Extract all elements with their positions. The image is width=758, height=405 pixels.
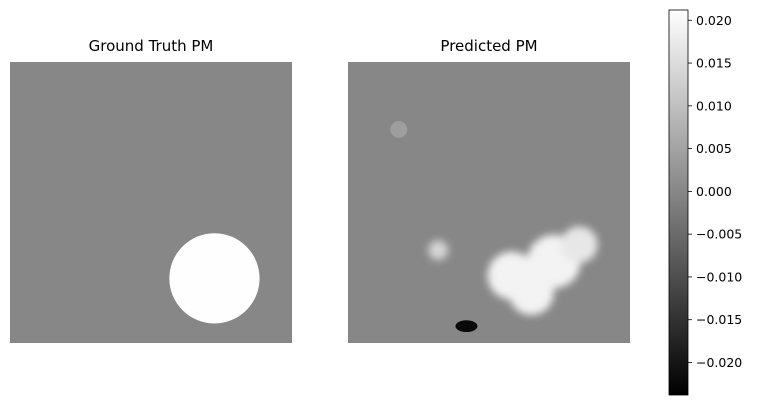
ground-truth-title: Ground Truth PM [88,37,214,55]
colorbar-tick-label: −0.005 [696,227,742,242]
pred-background [348,62,630,343]
pred-blob-6 [390,121,408,138]
colorbar-tick-label: 0.010 [696,98,732,113]
colorbar-tick-label: 0.005 [696,141,732,156]
pred-blobs [428,226,598,315]
colorbar-tick-label: −0.020 [696,355,742,370]
colorbar-tick-label: −0.015 [696,312,742,327]
colorbar-tick-label: 0.000 [696,184,732,199]
pred-blob-2 [508,269,554,315]
colorbar-ticks: 0.020 0.015 0.010 0.005 0.000 −0.005 −0.010 −0.… [688,13,742,370]
colorbar-tick-label: −0.010 [696,269,742,284]
pred-blob-3 [560,226,598,263]
pred-blob-5 [455,320,478,333]
colorbar-tick-label: 0.015 [696,56,732,71]
colorbar-gradient [668,9,689,396]
predicted-title: Predicted PM [440,37,538,55]
gt-disk-0 [169,233,260,324]
pred-blob-4 [428,240,449,261]
ground-truth-heatmap [10,62,292,343]
colorbar: 0.020 0.015 0.010 0.005 0.000 −0.005 −0.010 −0.… [668,9,742,396]
colorbar-tick-label: 0.020 [696,13,732,28]
predicted-heatmap [348,62,630,343]
